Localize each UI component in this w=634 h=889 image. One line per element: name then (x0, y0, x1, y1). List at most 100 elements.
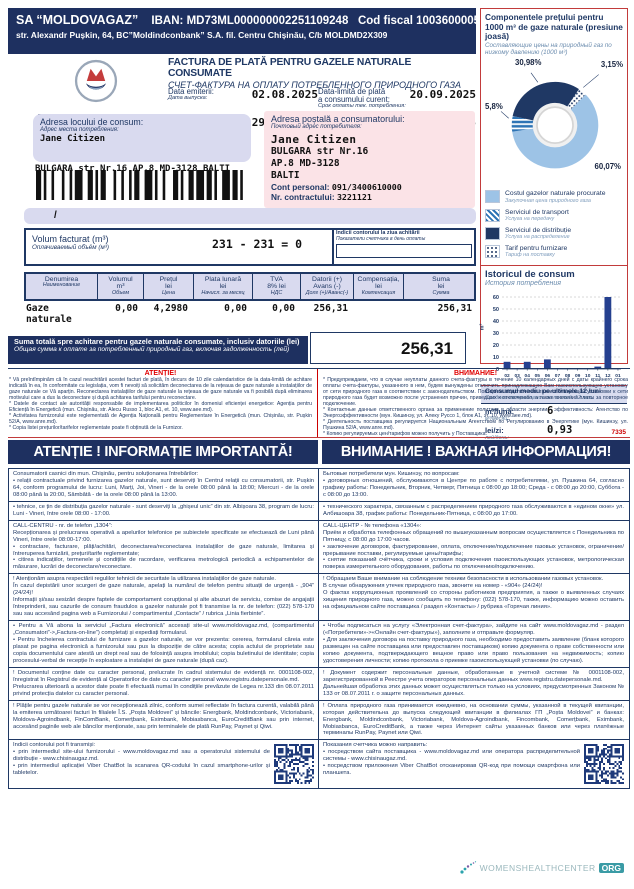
meter-index-box: Indicii contorului la ziua achitării Пок… (332, 230, 474, 264)
document-title-ro: FACTURA DE PLATĂ PENTRU GAZELE NATURALE … (168, 57, 412, 79)
history-bar-04 (523, 361, 531, 369)
col-header-ru: Цена (161, 289, 175, 296)
info-cell-ru: ! Обращаем Ваше внимание на соблюдение т… (323, 576, 624, 611)
postal-consumer-name: Jane Citizen (271, 133, 357, 146)
meter-index-label-ro: Indicii contorului la ziua achitării (336, 230, 420, 236)
col-header-ro: Suma lei (432, 276, 450, 291)
col-header-ro: Plata lunară lei (204, 276, 242, 291)
fiscal-label: Cod fiscal (357, 15, 413, 27)
history-bar-12 (604, 296, 612, 369)
legend-label-ru: Услуга на распределение (505, 233, 570, 240)
info-cell-ru: Показания счетчика можно направить: • по… (319, 740, 628, 788)
svg-text:05: 05 (535, 373, 541, 379)
legend-swatch-icon (485, 244, 500, 258)
company-name: SA “MOLDOVAGAZ” (16, 13, 139, 27)
avg-month-label-ro: m³/lună: (485, 406, 515, 416)
attention-ro-column: ATENȚIE! * Vă preîntîmpinăm că în cazul … (9, 370, 312, 436)
info-cell-ro: • Pentru a Vă abona la serviciul „Factur… (9, 621, 319, 667)
average-row-month: m³/lună: м³/месяц: 6 (481, 404, 627, 423)
donut-segment-2 (511, 82, 599, 169)
personal-account-value: 091/3400610000 (331, 181, 402, 192)
avg-month-label-ru: м³/месяц: (485, 415, 509, 422)
important-info-banner-ro: ATENȚIE ! INFORMAȚIE IMPORTANTĂ! (8, 440, 318, 464)
postal-address-label-ru: Почтовый адрес потребителя: (271, 124, 362, 130)
legend-item-1: Serviciul de transport Услуга на передачу (485, 208, 623, 222)
svg-text:50: 50 (493, 307, 499, 313)
personal-account-label: Cont personal: (271, 181, 330, 192)
info-row-2: CALL-CENTRU - nr. de telefon „1304”: Rec… (9, 520, 629, 575)
legend-item-0: Costul gazelor naturale procurate Закупоч… (485, 190, 623, 204)
date-due-value: 20.09.2025 (409, 88, 476, 101)
row-cell-5: 256,31 (313, 302, 348, 314)
col-header-4: TVA 8% lei НДС (253, 274, 301, 299)
col-header-3: Plata lunară lei Начисл. за месяц (194, 274, 253, 299)
legend-item-2: Serviciul de distribuție Услуга на распре… (485, 226, 623, 240)
document-title-ru: СЧЕТ-ФАКТУРА НА ОПЛАТУ ПОТРЕБЛЕННОГО ПРИ… (168, 80, 461, 90)
date-emission-value: 02.08.2025 (251, 88, 318, 101)
legend-label-ru: Тариф на поставку (505, 251, 555, 258)
history-bar-02 (503, 361, 511, 369)
info-row-1: • tehnice, ce țin de distribuția gazelor… (9, 501, 629, 521)
svg-text:03: 03 (514, 373, 520, 379)
svg-text:12: 12 (605, 373, 611, 379)
iban-value: MD73ML000000002251109248 (186, 15, 349, 27)
consumption-address-label-ru: Адрес места потребления: (40, 127, 119, 133)
info-cell-ro: • tehnice, ce țin de distribuția gazelor… (9, 501, 319, 520)
svg-text:20: 20 (493, 343, 499, 349)
avg-day-value: 0,93 (547, 423, 573, 436)
total-amount: 256,31 (310, 332, 466, 364)
info-cell-ro: ! Atenționăm asupra respectării regulilo… (9, 574, 319, 621)
col-header-2: Prețul lei Цена (144, 274, 194, 299)
svg-text:10: 10 (493, 355, 499, 361)
col-header-1: Volumul m³ Объем (98, 274, 144, 299)
legend-item-3: Tarif pentru furnizare Тариф на поставку (485, 244, 623, 258)
donut-segment-0 (511, 82, 599, 169)
svg-text:10: 10 (585, 373, 591, 379)
info-cell-ru: • технического характера, связанным с ра… (323, 503, 624, 517)
document-number: 7335 (611, 429, 626, 436)
svg-text:07: 07 (555, 373, 561, 379)
history-bar-06 (543, 359, 551, 369)
billed-volume-box: Volum facturat (m³) Оплачиваемый объём (… (24, 228, 476, 266)
svg-text:0: 0 (496, 367, 499, 373)
row-cell-4: 0,00 (272, 302, 295, 314)
info-cell-ru: ! Оплата природного газа принимается еже… (323, 702, 624, 737)
consumption-address-value: BULGARA str Nr.16 AP.8 MD-3128 BALTI (35, 164, 231, 174)
legend-labels: Serviciul de distribuție Услуга на распре… (505, 227, 571, 240)
pie-label-6007: 60,07% (594, 162, 621, 172)
average-consumption-section: Consumul mediu pe ultimele 12 luni Средн… (481, 385, 627, 442)
date-due: Data-limită de plată a consumului curent… (318, 87, 476, 110)
col-header-ru: Наименование (42, 282, 81, 289)
right-panel: Componentele prețului pentru 1000 m³ de … (479, 8, 628, 441)
watermark-logo-icon (459, 861, 476, 874)
svg-text:09: 09 (575, 373, 581, 379)
svg-text:04: 04 (525, 373, 531, 379)
col-header-ru: НДС (270, 289, 283, 296)
history-bar-11 (594, 366, 602, 369)
history-subtitle: История потребления (485, 279, 562, 287)
billed-volume-label-ru: Оплачиваемый объём (м³) (32, 244, 109, 251)
info-table: Consumatorii casnici din mun. Chișinău, … (8, 468, 630, 790)
charges-table-header: Denumirea Наименование Volumul m³ Объем Preț… (24, 272, 476, 301)
col-header-ru: Компенсация (361, 289, 396, 296)
qr-code-icon (274, 744, 314, 785)
col-header-ro: Prețul lei (159, 276, 178, 291)
info-cell-ro: Consumatorii casnici din mun. Chișinău, … (9, 469, 319, 501)
col-header-ro: Denumirea (44, 276, 79, 283)
info-row-5: ! Documentul conține date cu caracter pe… (9, 667, 629, 701)
row-cell-1: 0,00 (115, 302, 138, 314)
watermark-text: WOMENSHEALTHCENTER (479, 863, 596, 873)
legend-swatch-icon (485, 190, 500, 204)
pie-label-3098: 30,98% (515, 58, 542, 68)
info-cell-ro: ! Plățile pentru gazele naturale se vor … (9, 700, 319, 740)
price-components-section: Componentele prețului pentru 1000 m³ de … (481, 9, 627, 266)
meter-index-input (336, 243, 472, 258)
watermark: WOMENSHEALTHCENTER ORG (459, 860, 624, 876)
legend-label-ro: Costul gazelor naturale procurate (505, 190, 606, 198)
svg-text:40: 40 (493, 319, 499, 325)
donut-svg (500, 73, 599, 169)
consumption-history-bar-chart: 0 10 20 30 40 50 60 02 03 04 05 06 07 08 09 10 11 12 01 (493, 295, 621, 379)
row-cell-7: 256,31 (437, 302, 472, 314)
info-cell-ru: ! Документ содержит персональные данные,… (323, 669, 624, 697)
watermark-org-badge: ORG (598, 863, 624, 873)
